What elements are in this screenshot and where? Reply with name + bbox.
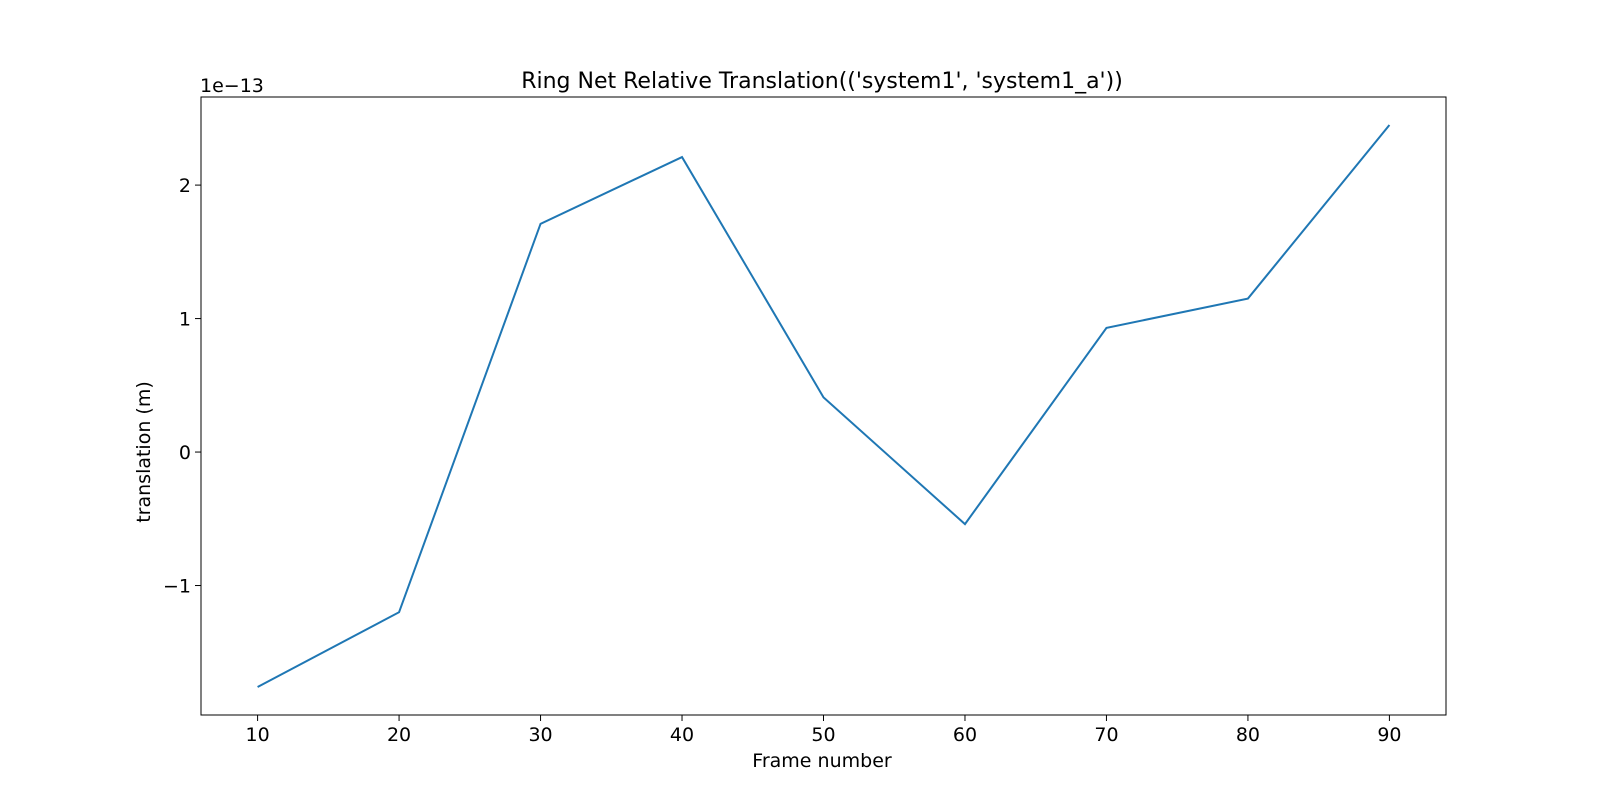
x-tick-label: 10 xyxy=(245,724,269,746)
chart-title: Ring Net Relative Translation(('system1'… xyxy=(521,69,1123,94)
y-tick-label: −1 xyxy=(163,576,191,598)
y-offset-label: 1e−13 xyxy=(200,75,264,97)
y-tick-label: 1 xyxy=(179,309,191,331)
y-tick-label: 2 xyxy=(179,175,191,197)
x-tick-label: 40 xyxy=(670,724,694,746)
x-tick-label: 30 xyxy=(528,724,552,746)
y-tick-label: 0 xyxy=(179,442,191,464)
y-axis-label: translation (m) xyxy=(133,381,155,523)
x-axis-label: Frame number xyxy=(752,750,892,772)
x-tick-label: 80 xyxy=(1236,724,1260,746)
x-tick-label: 60 xyxy=(953,724,977,746)
series-line xyxy=(257,124,1391,688)
plot-area: 10 20 30 40 50 60 70 80 90 −1 0 1 2 xyxy=(163,96,1447,746)
x-tick-label: 20 xyxy=(387,724,411,746)
x-tick-label: 90 xyxy=(1377,724,1401,746)
x-tick-label: 50 xyxy=(811,724,835,746)
x-tick-label: 70 xyxy=(1094,724,1118,746)
